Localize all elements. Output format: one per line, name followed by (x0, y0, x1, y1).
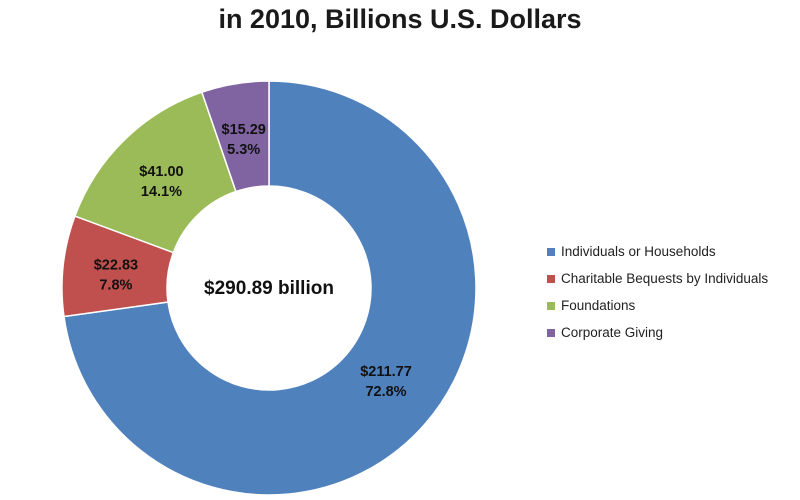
slice-value-label: $41.00 (139, 164, 183, 180)
legend: Individuals or Households Charitable Bequ… (547, 238, 768, 346)
slice-corporate-giving (200, 80, 270, 193)
legend-label: Corporate Giving (561, 325, 664, 340)
slice-percent-label: 14.1% (141, 184, 182, 200)
legend-item: Corporate Giving (547, 319, 768, 346)
slice-foundations (73, 91, 237, 254)
legend-item: Charitable Bequests by Individuals (547, 265, 768, 292)
legend-label: Foundations (561, 298, 636, 313)
slice-individuals-or-households (63, 80, 477, 496)
chart-title: in 2010, Billions U.S. Dollars (218, 4, 582, 34)
slice-percent-label: 7.8% (99, 277, 132, 293)
legend-swatch (547, 247, 555, 256)
labels-group: $211.77 72.8% $22.83 7.8% $41.00 14.1% $15.29 5… (94, 122, 412, 400)
slice-value-label: $211.77 (360, 364, 412, 380)
legend-item: Foundations (547, 292, 768, 319)
slice-value-label: $15.29 (222, 122, 266, 138)
center-total-label: $290.89 billion (204, 278, 334, 299)
slice-percent-label: 5.3% (227, 142, 260, 158)
slice-value-label: $22.83 (94, 257, 138, 273)
slice-percent-label: 72.8% (365, 384, 406, 400)
slices-group (61, 80, 477, 496)
legend-swatch (547, 301, 555, 310)
legend-label: Individuals or Households (561, 244, 716, 259)
legend-swatch (547, 274, 555, 283)
legend-item: Individuals or Households (547, 238, 768, 265)
legend-swatch (547, 328, 555, 337)
legend-label: Charitable Bequests by Individuals (561, 271, 769, 286)
